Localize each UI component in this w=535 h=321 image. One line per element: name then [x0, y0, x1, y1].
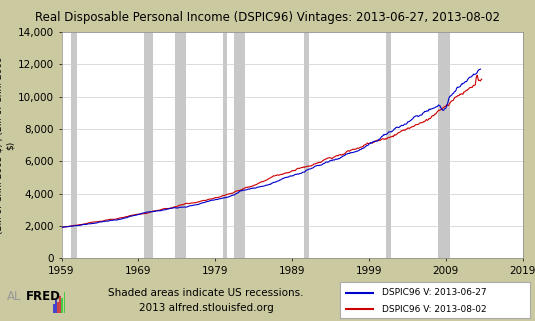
Bar — [175, 32, 186, 258]
Bar — [53, 304, 55, 313]
Text: 2013 alfred.stlouisfed.org: 2013 alfred.stlouisfed.org — [139, 303, 273, 313]
Bar — [234, 32, 246, 258]
Y-axis label: (Bil. of Chn. 2005 $) , (Bil. of Chn. 2009
$): (Bil. of Chn. 2005 $) , (Bil. of Chn. 20… — [0, 56, 15, 234]
Bar — [438, 32, 450, 258]
Text: Real Disposable Personal Income (DSPIC96) Vintages: 2013-06-27, 2013-08-02: Real Disposable Personal Income (DSPIC96… — [35, 11, 500, 24]
Text: DSPIC96 V: 2013-08-02: DSPIC96 V: 2013-08-02 — [381, 305, 486, 314]
Bar — [223, 32, 227, 258]
Bar — [144, 32, 153, 258]
Bar — [386, 32, 392, 258]
Text: DSPIC96 V: 2013-06-27: DSPIC96 V: 2013-06-27 — [381, 288, 486, 297]
Bar — [304, 32, 309, 258]
Text: FRED: FRED — [26, 291, 60, 303]
Text: AL: AL — [6, 291, 21, 303]
Text: Shaded areas indicate US recessions.: Shaded areas indicate US recessions. — [108, 288, 304, 298]
Bar — [62, 298, 63, 313]
Bar — [64, 291, 65, 313]
Bar — [55, 299, 57, 313]
Bar — [57, 302, 59, 313]
Bar — [59, 296, 61, 313]
Bar — [71, 32, 77, 258]
